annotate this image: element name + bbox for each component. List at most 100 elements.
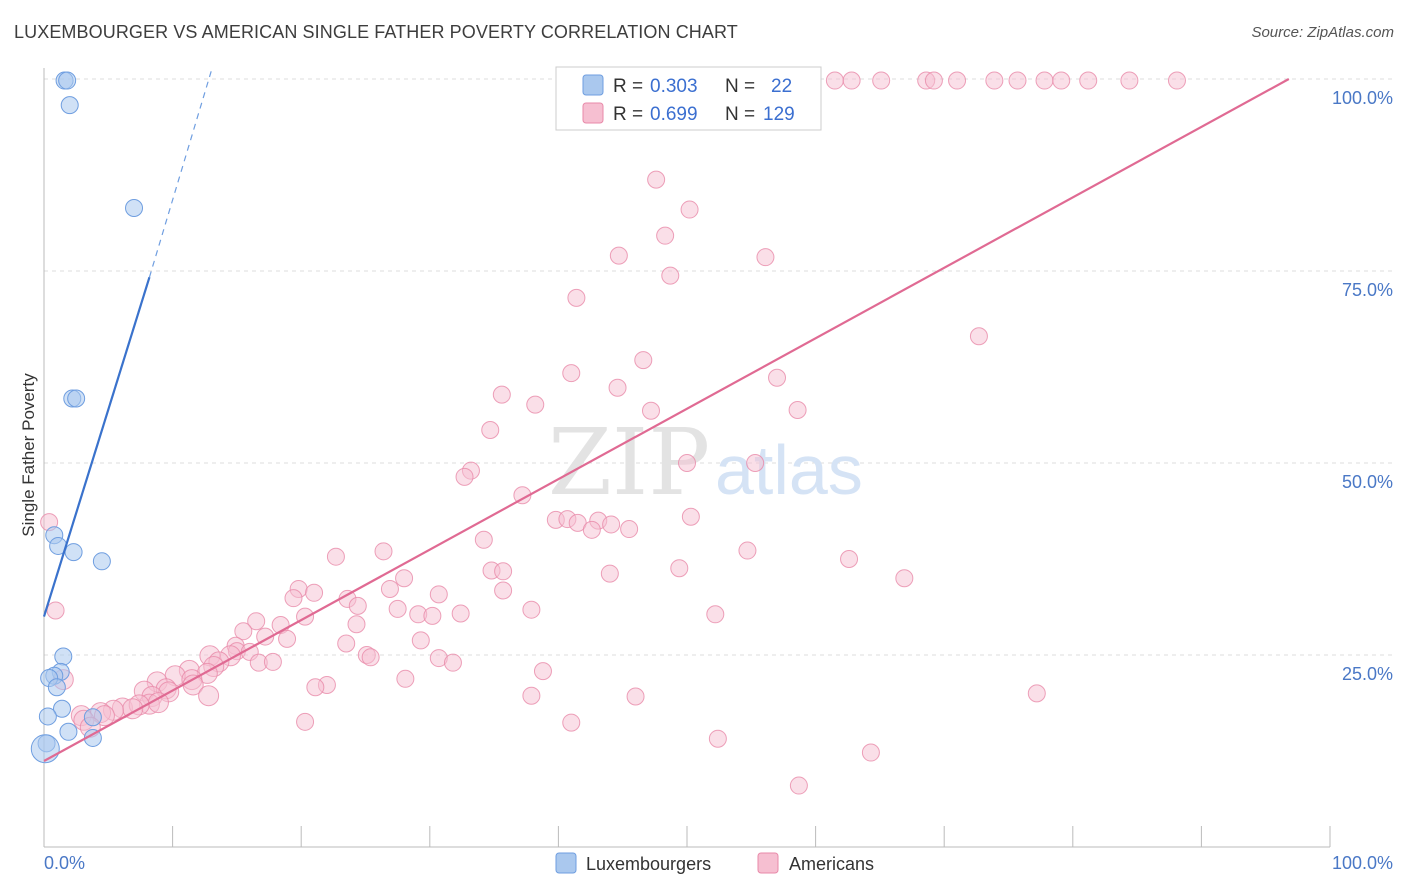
point-americans (326, 547, 345, 566)
point-americans (380, 579, 399, 598)
point-americans (789, 776, 808, 795)
bottom-swatch-americans (757, 852, 779, 874)
point-americans (1027, 684, 1046, 703)
point-luxembourgers (64, 543, 83, 562)
point-americans (895, 569, 914, 588)
point-luxembourgers (30, 734, 60, 764)
legend-r-label-2: R = (613, 104, 643, 125)
point-americans (626, 687, 645, 706)
point-americans (788, 401, 807, 420)
point-americans (198, 685, 220, 707)
point-americans (395, 569, 414, 588)
point-americans (388, 599, 407, 618)
legend-n-label-1: N = (725, 76, 755, 97)
x-tick-label-0: 0.0% (44, 853, 85, 873)
legend-n-value-2: 129 (763, 104, 795, 125)
x-tick-label-100: 100.0% (1332, 853, 1393, 873)
y-tick-label-50: 50.0% (1342, 472, 1393, 492)
point-americans (411, 631, 430, 650)
y-tick-label-25: 25.0% (1342, 664, 1393, 684)
point-americans (840, 550, 859, 568)
point-americans (234, 622, 253, 641)
point-luxembourgers (83, 708, 102, 727)
axes (43, 68, 1331, 848)
point-luxembourgers (38, 707, 57, 726)
point-americans (494, 562, 513, 581)
y-axis-title: Single Father Poverty (19, 373, 38, 537)
trend-line-luxembourgers (42, 276, 151, 617)
point-americans (247, 612, 266, 631)
point-americans (861, 743, 880, 762)
point-americans (756, 248, 775, 267)
point-americans (647, 170, 666, 189)
point-americans (1052, 71, 1071, 90)
point-americans (284, 589, 303, 608)
chart-title: LUXEMBOURGER VS AMERICAN SINGLE FATHER P… (14, 22, 738, 42)
point-americans (522, 686, 541, 705)
legend-swatch-americans (582, 102, 604, 124)
point-americans (306, 678, 325, 697)
point-americans (985, 71, 1004, 90)
point-americans (661, 266, 680, 285)
point-americans (969, 327, 988, 346)
point-americans (278, 629, 297, 648)
point-americans (1008, 71, 1027, 90)
point-americans (562, 364, 581, 383)
bottom-legend-luxembourgers: Luxembourgers (586, 854, 711, 874)
legend-swatch-luxembourgers (582, 74, 604, 96)
point-americans (825, 71, 844, 90)
point-americans (948, 71, 967, 90)
stats-legend: R = 0.303 N = 22 R = 0.699 N = 129 (555, 66, 822, 131)
point-americans (526, 395, 545, 414)
point-americans (305, 583, 324, 602)
bottom-legend-americans: Americans (789, 854, 874, 874)
point-americans (296, 712, 315, 731)
point-americans (768, 368, 787, 387)
point-americans (600, 564, 619, 583)
point-americans (455, 467, 474, 486)
point-americans (609, 246, 628, 265)
point-americans (374, 542, 393, 561)
point-americans (562, 713, 581, 732)
point-americans (634, 351, 653, 370)
point-luxembourgers (59, 722, 78, 741)
point-americans (348, 596, 367, 615)
point-luxembourgers (58, 71, 77, 90)
point-americans (746, 454, 765, 472)
point-americans (492, 385, 511, 404)
point-americans (842, 71, 861, 90)
legend-r-label-1: R = (613, 76, 643, 97)
point-americans (602, 515, 621, 534)
point-americans (256, 627, 275, 646)
point-americans (680, 200, 699, 219)
point-americans (681, 507, 700, 526)
source-credit: Source: ZipAtlas.com (1251, 24, 1394, 41)
series-luxembourgers (30, 71, 144, 764)
legend-r-value-2: 0.699 (650, 104, 698, 125)
point-americans (1120, 71, 1139, 90)
bottom-swatch-luxembourgers (555, 852, 577, 874)
trend-line-luxembourgers-extension (148, 71, 212, 278)
grid-lines (44, 78, 1392, 656)
legend-r-value-1: 0.303 (650, 76, 698, 97)
point-americans (451, 604, 470, 623)
point-americans (443, 653, 462, 672)
point-luxembourgers (53, 699, 72, 718)
y-tick-labels: 25.0% 50.0% 75.0% 100.0% (1332, 88, 1393, 684)
point-americans (481, 420, 500, 439)
point-americans (1079, 71, 1098, 90)
legend-n-value-1: 22 (771, 76, 792, 97)
point-americans (708, 729, 727, 748)
point-americans (522, 600, 541, 619)
series-legend: Luxembourgers Americans (555, 852, 874, 874)
point-americans (423, 606, 442, 625)
point-americans (670, 559, 689, 578)
point-luxembourgers (125, 199, 144, 218)
point-americans (924, 71, 943, 90)
x-tick-labels: 0.0% 100.0% (44, 853, 1393, 873)
trend-line-americans (43, 78, 1290, 762)
point-americans (494, 581, 513, 600)
point-americans (678, 454, 696, 472)
point-americans (608, 378, 627, 397)
